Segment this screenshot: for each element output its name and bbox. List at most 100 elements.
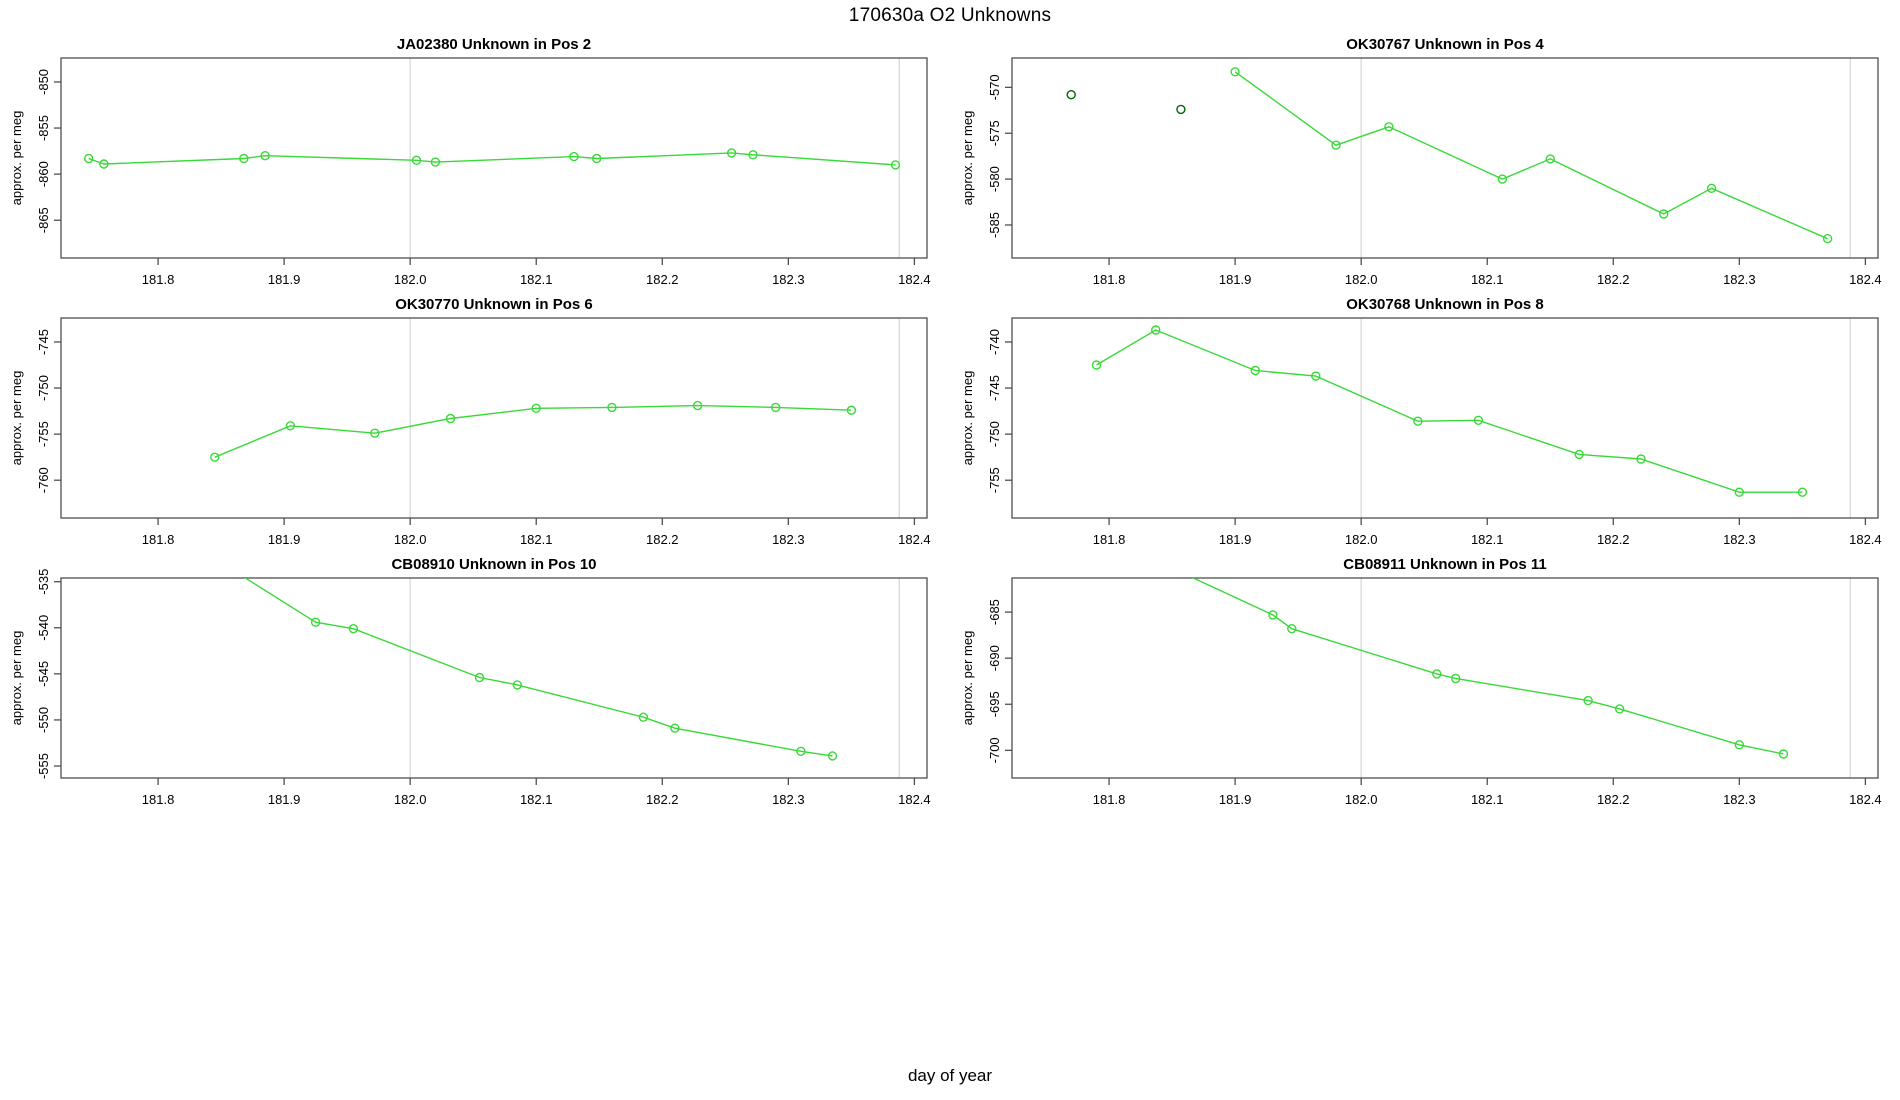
x-tick-label: 182.1 xyxy=(1471,792,1504,807)
x-tick-label: 181.8 xyxy=(142,532,175,547)
data-point-marker xyxy=(1091,360,1102,370)
x-tick-label: 182.3 xyxy=(772,792,805,807)
data-point-marker xyxy=(1473,415,1484,425)
series-group xyxy=(244,578,838,761)
y-tick-label: -745 xyxy=(987,375,1002,401)
y-tick-label: -750 xyxy=(987,421,1002,447)
data-point-marker xyxy=(1150,325,1161,335)
y-tick-label: -545 xyxy=(36,661,51,687)
data-point-marker xyxy=(748,150,758,160)
y-tick-label: -865 xyxy=(36,207,51,233)
x-tick-label: 182.2 xyxy=(1597,272,1630,287)
x-tick-label: 181.9 xyxy=(268,272,301,287)
data-point-marker xyxy=(411,155,422,166)
series-line xyxy=(88,152,896,166)
x-tick-label: 182.4 xyxy=(1849,792,1882,807)
data-point-marker xyxy=(239,153,249,164)
data-point-marker xyxy=(512,680,522,690)
series-line xyxy=(1191,578,1784,755)
data-point-marker xyxy=(348,624,359,634)
x-tick-label: 182.3 xyxy=(772,272,805,287)
data-point-marker xyxy=(285,421,296,431)
data-point-marker xyxy=(1636,454,1646,464)
y-tick-label: -580 xyxy=(987,166,1002,192)
y-tick-label: -685 xyxy=(987,599,1002,625)
data-point-marker xyxy=(607,402,617,413)
y-axis-title: approx. per meg xyxy=(960,631,975,726)
data-point-marker xyxy=(1176,104,1186,115)
x-tick-label: 182.4 xyxy=(1849,272,1882,287)
data-point-marker xyxy=(771,402,781,413)
data-point-marker xyxy=(592,153,602,164)
data-point-marker xyxy=(1497,174,1508,184)
data-point-marker xyxy=(99,159,109,169)
data-point-marker xyxy=(445,413,456,424)
data-point-marker xyxy=(1706,183,1717,194)
x-tick-label: 182.0 xyxy=(394,532,427,547)
data-point-marker xyxy=(1331,140,1341,150)
data-point-marker xyxy=(1413,416,1423,426)
series-group xyxy=(210,400,857,462)
plot-box xyxy=(1011,57,1879,259)
data-point-marker xyxy=(1583,695,1593,706)
y-tick-label: -755 xyxy=(987,467,1002,493)
x-tick-label: 181.8 xyxy=(1093,532,1126,547)
x-tick-label: 182.3 xyxy=(1723,792,1756,807)
x-tick-label: 182.0 xyxy=(394,792,427,807)
y-tick-label: -745 xyxy=(36,329,51,355)
x-tick-label: 182.0 xyxy=(1345,272,1378,287)
data-point-marker xyxy=(1734,740,1745,750)
data-point-marker xyxy=(1268,610,1278,620)
figure-title: 170630a O2 Unknowns xyxy=(848,5,1052,26)
y-tick-label: -855 xyxy=(36,115,51,141)
panel-title: CB08910 Unknown in Pos 10 xyxy=(391,556,596,573)
data-point-marker xyxy=(1118,541,1126,549)
plot-box xyxy=(60,317,928,519)
data-point-marker xyxy=(370,428,380,438)
series-line xyxy=(1096,329,1803,493)
y-axis-title: approx. per meg xyxy=(9,111,24,206)
data-point-marker xyxy=(1797,487,1808,497)
y-tick-label: -550 xyxy=(36,707,51,733)
data-point-marker xyxy=(846,405,857,415)
x-tick-label: 182.2 xyxy=(1597,792,1630,807)
panel-title: CB08911 Unknown in Pos 11 xyxy=(1343,556,1546,573)
x-tick-label: 182.3 xyxy=(772,532,805,547)
data-point-marker xyxy=(796,746,806,756)
x-tick-label: 181.9 xyxy=(1219,272,1252,287)
y-tick-label: -850 xyxy=(36,69,51,95)
data-point-marker xyxy=(569,151,579,162)
series-group xyxy=(83,148,901,170)
y-tick-label: -750 xyxy=(36,375,51,401)
data-point-marker xyxy=(260,150,270,161)
series-line xyxy=(1234,71,1828,240)
y-tick-label: -755 xyxy=(36,421,51,447)
y-tick-label: -695 xyxy=(987,691,1002,717)
data-point-marker xyxy=(474,672,485,683)
data-point-marker xyxy=(1287,624,1297,634)
data-point-marker xyxy=(638,712,649,722)
x-tick-label: 181.9 xyxy=(1219,532,1252,547)
x-tick-label: 182.3 xyxy=(1723,532,1756,547)
panel-title: JA02380 Unknown in Pos 2 xyxy=(397,36,591,53)
x-tick-label: 181.8 xyxy=(142,792,175,807)
y-tick-label: -700 xyxy=(987,737,1002,763)
data-point-marker xyxy=(1230,67,1240,77)
x-tick-label: 182.1 xyxy=(1471,532,1504,547)
panel-title: OK30768 Unknown in Pos 8 xyxy=(1346,296,1544,313)
series-group xyxy=(1066,67,1833,244)
data-point-marker xyxy=(1545,154,1556,164)
x-tick-label: 182.3 xyxy=(1723,272,1756,287)
x-tick-label: 181.8 xyxy=(1093,272,1126,287)
x-tick-label: 182.1 xyxy=(520,792,553,807)
panel-title: OK30767 Unknown in Pos 4 xyxy=(1346,36,1544,53)
y-axis-title: approx. per meg xyxy=(960,111,975,206)
x-tick-label: 182.2 xyxy=(646,272,679,287)
data-point-marker xyxy=(1450,673,1461,684)
data-point-marker xyxy=(890,160,901,170)
y-axis-title: approx. per meg xyxy=(9,631,24,726)
